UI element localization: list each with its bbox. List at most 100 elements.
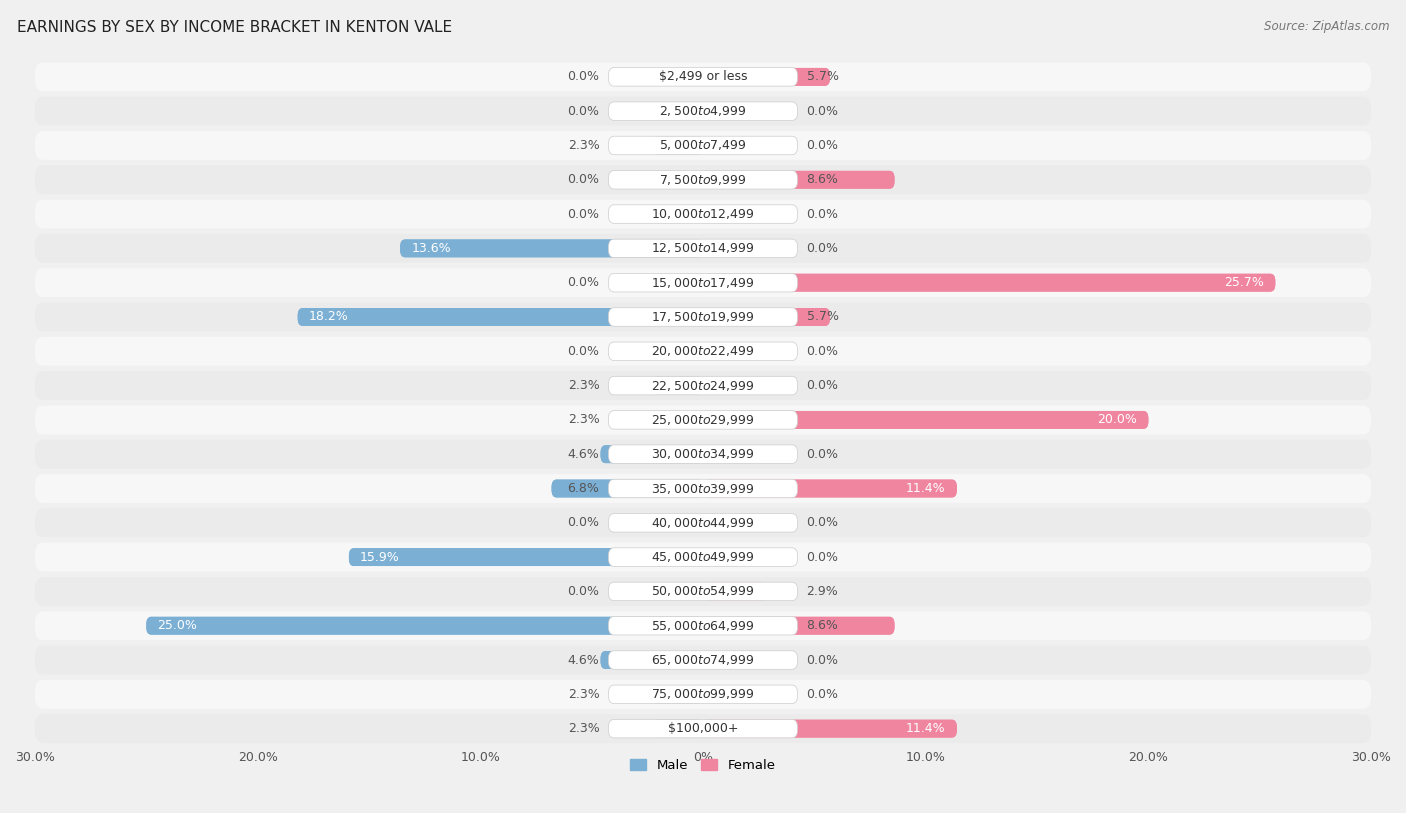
FancyBboxPatch shape bbox=[35, 714, 1371, 743]
FancyBboxPatch shape bbox=[35, 646, 1371, 675]
Text: $15,000 to $17,499: $15,000 to $17,499 bbox=[651, 276, 755, 289]
FancyBboxPatch shape bbox=[609, 411, 797, 429]
FancyBboxPatch shape bbox=[35, 200, 1371, 228]
Text: 13.6%: 13.6% bbox=[412, 242, 451, 255]
FancyBboxPatch shape bbox=[35, 63, 1371, 91]
FancyBboxPatch shape bbox=[35, 577, 1371, 606]
Text: $100,000+: $100,000+ bbox=[668, 722, 738, 735]
FancyBboxPatch shape bbox=[551, 480, 703, 498]
FancyBboxPatch shape bbox=[703, 274, 1275, 292]
FancyBboxPatch shape bbox=[652, 411, 703, 428]
Text: 20.0%: 20.0% bbox=[1097, 413, 1137, 426]
FancyBboxPatch shape bbox=[600, 651, 703, 669]
FancyBboxPatch shape bbox=[703, 103, 759, 119]
FancyBboxPatch shape bbox=[703, 582, 768, 600]
FancyBboxPatch shape bbox=[647, 481, 703, 496]
FancyBboxPatch shape bbox=[35, 372, 1371, 400]
Text: 8.6%: 8.6% bbox=[807, 620, 838, 633]
Text: 6.8%: 6.8% bbox=[568, 482, 599, 495]
FancyBboxPatch shape bbox=[35, 680, 1371, 709]
FancyBboxPatch shape bbox=[35, 406, 1371, 434]
Text: $20,000 to $22,499: $20,000 to $22,499 bbox=[651, 344, 755, 359]
Text: $2,500 to $4,999: $2,500 to $4,999 bbox=[659, 104, 747, 118]
Text: 2.3%: 2.3% bbox=[568, 688, 599, 701]
FancyBboxPatch shape bbox=[652, 685, 703, 703]
Text: 0.0%: 0.0% bbox=[568, 173, 599, 186]
FancyBboxPatch shape bbox=[703, 617, 894, 635]
FancyBboxPatch shape bbox=[652, 137, 703, 154]
Text: $10,000 to $12,499: $10,000 to $12,499 bbox=[651, 207, 755, 221]
FancyBboxPatch shape bbox=[703, 584, 759, 599]
FancyBboxPatch shape bbox=[647, 721, 703, 737]
FancyBboxPatch shape bbox=[652, 685, 703, 703]
FancyBboxPatch shape bbox=[609, 102, 797, 120]
FancyBboxPatch shape bbox=[35, 131, 1371, 160]
Text: 2.3%: 2.3% bbox=[568, 413, 599, 426]
FancyBboxPatch shape bbox=[349, 548, 703, 566]
FancyBboxPatch shape bbox=[35, 440, 1371, 468]
Text: 8.6%: 8.6% bbox=[807, 173, 838, 186]
FancyBboxPatch shape bbox=[647, 69, 703, 85]
Text: $45,000 to $49,999: $45,000 to $49,999 bbox=[651, 550, 755, 564]
FancyBboxPatch shape bbox=[647, 241, 703, 256]
FancyBboxPatch shape bbox=[652, 137, 703, 154]
FancyBboxPatch shape bbox=[703, 308, 830, 326]
FancyBboxPatch shape bbox=[703, 446, 759, 462]
Text: 0.0%: 0.0% bbox=[807, 345, 838, 358]
Text: 0.0%: 0.0% bbox=[807, 139, 838, 152]
FancyBboxPatch shape bbox=[609, 376, 797, 395]
FancyBboxPatch shape bbox=[647, 378, 703, 393]
FancyBboxPatch shape bbox=[703, 274, 1275, 292]
Text: 0.0%: 0.0% bbox=[568, 585, 599, 598]
Text: $40,000 to $44,999: $40,000 to $44,999 bbox=[651, 515, 755, 530]
FancyBboxPatch shape bbox=[647, 618, 703, 633]
FancyBboxPatch shape bbox=[35, 302, 1371, 332]
FancyBboxPatch shape bbox=[703, 378, 759, 393]
Text: $50,000 to $54,999: $50,000 to $54,999 bbox=[651, 585, 755, 598]
FancyBboxPatch shape bbox=[600, 651, 703, 669]
Text: 0.0%: 0.0% bbox=[568, 105, 599, 118]
FancyBboxPatch shape bbox=[35, 543, 1371, 572]
FancyBboxPatch shape bbox=[703, 171, 894, 189]
FancyBboxPatch shape bbox=[652, 411, 703, 428]
Text: $5,000 to $7,499: $5,000 to $7,499 bbox=[659, 138, 747, 153]
FancyBboxPatch shape bbox=[703, 720, 957, 737]
FancyBboxPatch shape bbox=[652, 376, 703, 394]
Text: 0.0%: 0.0% bbox=[568, 345, 599, 358]
Text: $12,500 to $14,999: $12,500 to $14,999 bbox=[651, 241, 755, 255]
Text: 0.0%: 0.0% bbox=[568, 516, 599, 529]
FancyBboxPatch shape bbox=[600, 446, 703, 463]
Text: 11.4%: 11.4% bbox=[905, 722, 946, 735]
Text: 0.0%: 0.0% bbox=[807, 207, 838, 220]
FancyBboxPatch shape bbox=[609, 308, 797, 326]
Text: $35,000 to $39,999: $35,000 to $39,999 bbox=[651, 481, 755, 495]
FancyBboxPatch shape bbox=[703, 480, 957, 498]
FancyBboxPatch shape bbox=[703, 68, 830, 86]
FancyBboxPatch shape bbox=[609, 239, 797, 258]
FancyBboxPatch shape bbox=[609, 514, 797, 532]
Text: 0.0%: 0.0% bbox=[807, 688, 838, 701]
FancyBboxPatch shape bbox=[703, 618, 759, 633]
Text: 2.9%: 2.9% bbox=[807, 585, 838, 598]
FancyBboxPatch shape bbox=[703, 172, 759, 187]
FancyBboxPatch shape bbox=[652, 720, 703, 737]
Text: 0.0%: 0.0% bbox=[807, 379, 838, 392]
FancyBboxPatch shape bbox=[647, 138, 703, 153]
Text: 0.0%: 0.0% bbox=[568, 71, 599, 84]
Text: EARNINGS BY SEX BY INCOME BRACKET IN KENTON VALE: EARNINGS BY SEX BY INCOME BRACKET IN KEN… bbox=[17, 20, 451, 35]
FancyBboxPatch shape bbox=[609, 616, 797, 635]
FancyBboxPatch shape bbox=[703, 207, 759, 222]
Text: 2.3%: 2.3% bbox=[568, 139, 599, 152]
FancyBboxPatch shape bbox=[35, 337, 1371, 366]
Legend: Male, Female: Male, Female bbox=[626, 754, 780, 777]
FancyBboxPatch shape bbox=[146, 617, 703, 635]
Text: $2,499 or less: $2,499 or less bbox=[659, 71, 747, 84]
FancyBboxPatch shape bbox=[609, 273, 797, 292]
FancyBboxPatch shape bbox=[647, 687, 703, 702]
FancyBboxPatch shape bbox=[703, 411, 1149, 428]
FancyBboxPatch shape bbox=[703, 617, 894, 635]
FancyBboxPatch shape bbox=[609, 685, 797, 703]
FancyBboxPatch shape bbox=[401, 240, 703, 257]
Text: $30,000 to $34,999: $30,000 to $34,999 bbox=[651, 447, 755, 461]
Text: $25,000 to $29,999: $25,000 to $29,999 bbox=[651, 413, 755, 427]
